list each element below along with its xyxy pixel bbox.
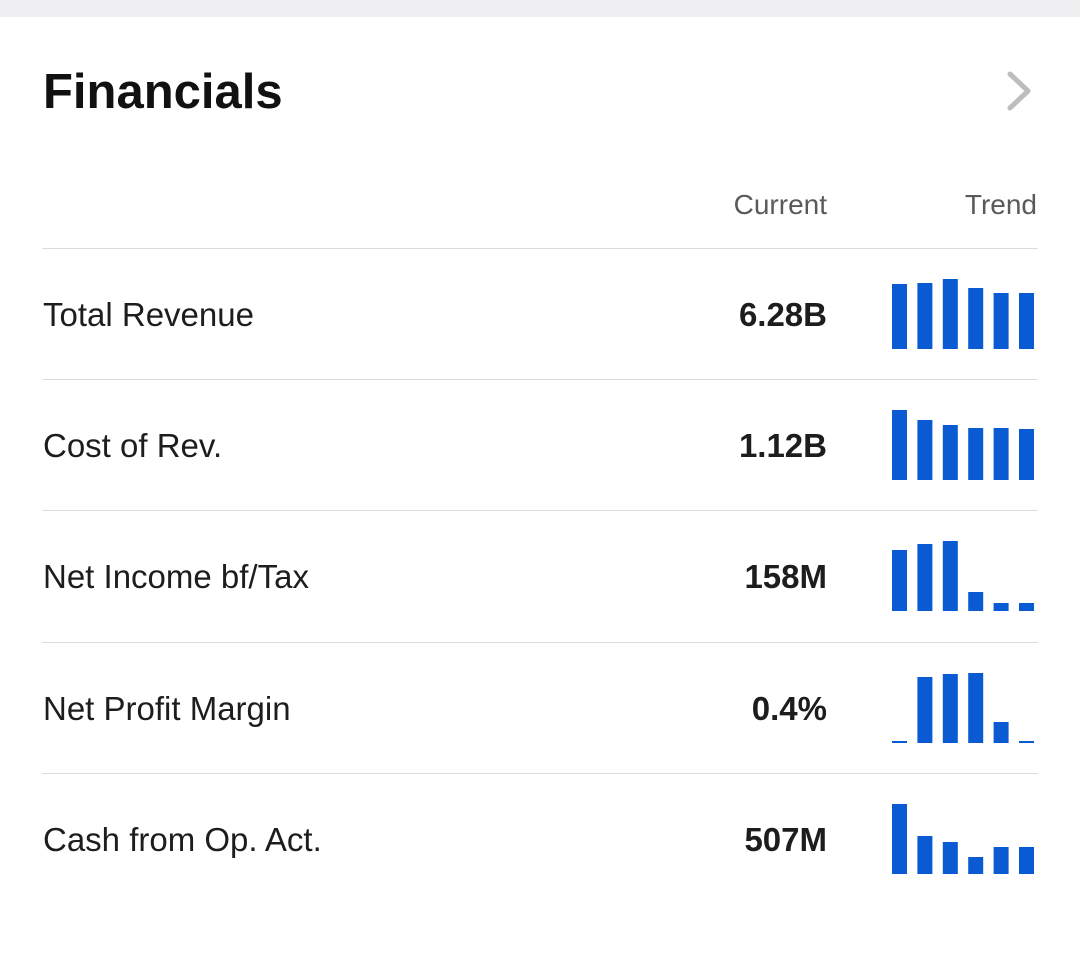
- trend-bar: [968, 857, 984, 874]
- trend-bar: [968, 288, 984, 349]
- row-label: Total Revenue: [43, 296, 254, 333]
- row-label: Net Income bf/Tax: [43, 558, 309, 595]
- trend-bar: [917, 677, 933, 743]
- row-value: 0.4%: [751, 690, 827, 727]
- divider: [42, 510, 1038, 511]
- financial-row-cash-from-op[interactable]: Cash from Op. Act. 507M: [0, 774, 1080, 905]
- financial-row-net-profit-margin[interactable]: Net Profit Margin 0.4%: [0, 643, 1080, 774]
- trend-bar: [917, 836, 933, 874]
- row-value: 1.12B: [738, 427, 827, 464]
- divider: [42, 379, 1038, 380]
- card-title: Financials: [43, 65, 283, 119]
- trend-bar: [942, 425, 958, 480]
- financial-row-total-revenue[interactable]: Total Revenue 6.28B: [0, 249, 1080, 380]
- trend-bar: [1019, 429, 1034, 480]
- trend-bar: [892, 804, 907, 874]
- divider: [42, 642, 1038, 643]
- trend-bar: [942, 279, 958, 349]
- trend-bar: [892, 550, 907, 611]
- trend-bar: [993, 722, 1009, 743]
- financials-card: Financials Current Trend Total Revenue 6…: [0, 17, 1080, 977]
- trend-bar: [917, 420, 933, 480]
- trend-bar: [892, 284, 907, 349]
- trend-bar: [942, 842, 958, 874]
- trend-bar: [1019, 603, 1034, 611]
- trend-bar: [968, 592, 984, 611]
- column-header-trend: Trend: [964, 189, 1037, 220]
- trend-chart: [892, 804, 1034, 874]
- row-label: Cost of Rev.: [43, 427, 223, 464]
- divider: [42, 248, 1038, 249]
- trend-bar: [993, 293, 1009, 349]
- row-value: 158M: [744, 558, 827, 595]
- trend-bar: [968, 673, 984, 743]
- financial-row-cost-of-rev[interactable]: Cost of Rev. 1.12B: [0, 380, 1080, 511]
- divider: [42, 773, 1038, 774]
- trend-bar: [892, 741, 907, 743]
- trend-bar: [993, 603, 1009, 611]
- trend-bar: [993, 847, 1009, 874]
- trend-bar: [993, 428, 1009, 480]
- trend-bar: [1019, 293, 1034, 349]
- trend-bar: [1019, 741, 1034, 743]
- trend-bar: [942, 541, 958, 611]
- trend-chart: [892, 673, 1034, 743]
- trend-bar: [917, 283, 933, 349]
- trend-chart: [892, 410, 1034, 480]
- row-label: Net Profit Margin: [43, 690, 291, 727]
- trend-chart: [892, 279, 1034, 349]
- trend-bar: [942, 674, 958, 743]
- trend-bar: [892, 410, 907, 480]
- financial-row-net-income[interactable]: Net Income bf/Tax 158M: [0, 511, 1080, 642]
- row-value: 6.28B: [738, 296, 827, 333]
- row-value: 507M: [744, 821, 827, 858]
- chevron-right-icon[interactable]: [998, 67, 1040, 115]
- trend-bar: [1019, 847, 1034, 874]
- row-label: Cash from Op. Act.: [43, 821, 322, 858]
- trend-bar: [968, 428, 984, 480]
- trend-chart: [892, 541, 1034, 611]
- trend-bar: [917, 544, 933, 611]
- column-header-current: Current: [733, 189, 827, 220]
- top-strip: [0, 0, 1080, 17]
